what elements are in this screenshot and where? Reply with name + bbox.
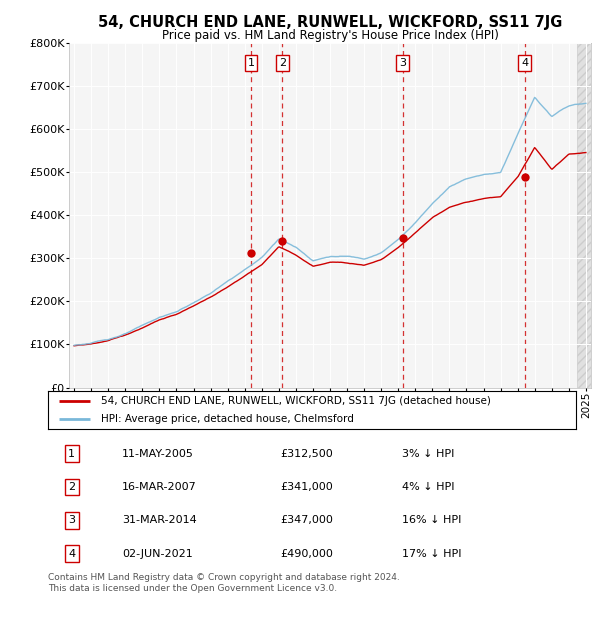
Text: £341,000: £341,000 [280, 482, 333, 492]
Text: 11-MAY-2005: 11-MAY-2005 [122, 449, 194, 459]
Text: 17% ↓ HPI: 17% ↓ HPI [402, 549, 461, 559]
Text: 3% ↓ HPI: 3% ↓ HPI [402, 449, 454, 459]
Text: HPI: Average price, detached house, Chelmsford: HPI: Average price, detached house, Chel… [101, 414, 353, 425]
Text: 2: 2 [68, 482, 76, 492]
Text: 54, CHURCH END LANE, RUNWELL, WICKFORD, SS11 7JG (detached house): 54, CHURCH END LANE, RUNWELL, WICKFORD, … [101, 396, 491, 406]
Text: £490,000: £490,000 [280, 549, 333, 559]
Text: 16% ↓ HPI: 16% ↓ HPI [402, 515, 461, 525]
Bar [577, 43, 591, 388]
Text: £312,500: £312,500 [280, 449, 333, 459]
Text: 54, CHURCH END LANE, RUNWELL, WICKFORD, SS11 7JG: 54, CHURCH END LANE, RUNWELL, WICKFORD, … [98, 16, 562, 30]
Text: £347,000: £347,000 [280, 515, 333, 525]
Text: 3: 3 [399, 58, 406, 68]
Text: 1: 1 [247, 58, 254, 68]
Text: 16-MAR-2007: 16-MAR-2007 [122, 482, 197, 492]
Text: 31-MAR-2014: 31-MAR-2014 [122, 515, 197, 525]
Text: 4: 4 [521, 58, 529, 68]
Text: 02-JUN-2021: 02-JUN-2021 [122, 549, 193, 559]
Text: 3: 3 [68, 515, 75, 525]
Text: Price paid vs. HM Land Registry's House Price Index (HPI): Price paid vs. HM Land Registry's House … [161, 29, 499, 42]
Text: 2: 2 [279, 58, 286, 68]
Text: 4: 4 [68, 549, 76, 559]
Text: Contains HM Land Registry data © Crown copyright and database right 2024.
This d: Contains HM Land Registry data © Crown c… [48, 574, 400, 593]
Text: 4% ↓ HPI: 4% ↓ HPI [402, 482, 454, 492]
Text: 1: 1 [68, 449, 75, 459]
